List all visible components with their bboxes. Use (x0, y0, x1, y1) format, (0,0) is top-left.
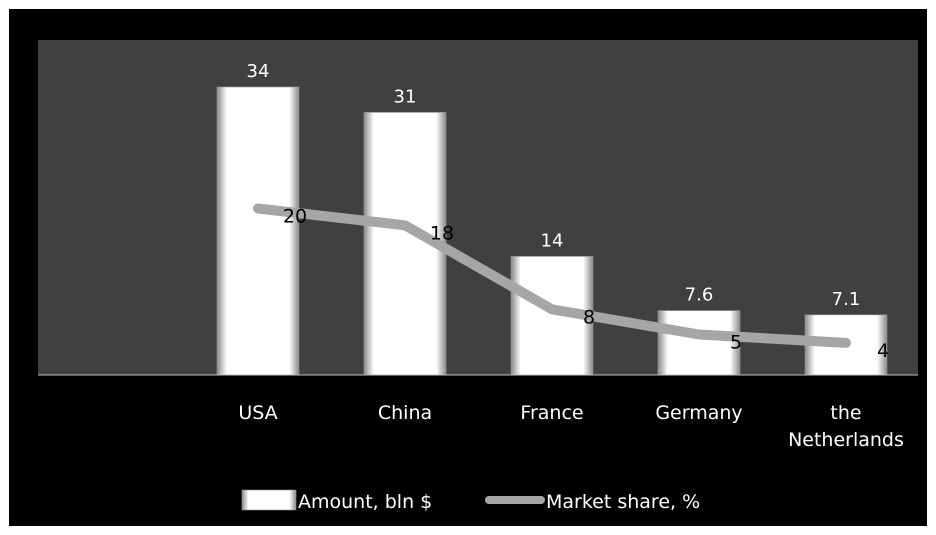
bar-value-label-usa: 34 (247, 61, 270, 82)
legend-label-market-share: Market share, % (546, 491, 700, 513)
plot-area (38, 40, 918, 375)
line-value-label-germany: 5 (730, 332, 742, 354)
legend-swatch-amount (241, 489, 297, 511)
bar-value-label-france: 14 (541, 230, 564, 251)
line-value-label-france: 8 (583, 306, 595, 328)
x-tick-label-usa: USA (238, 402, 277, 424)
bar-germany (657, 310, 741, 376)
x-tick-label-france: France (520, 402, 583, 424)
line-value-label-china: 18 (430, 222, 454, 244)
bar-value-label-china: 31 (394, 86, 417, 107)
x-tick-label-the-netherlands-1: the (830, 402, 861, 424)
x-tick-label-germany: Germany (655, 402, 742, 424)
bar-value-label-the-netherlands: 7.1 (832, 289, 861, 310)
x-tick-label-china: China (378, 402, 432, 424)
bar-value-label-germany: 7.6 (685, 285, 714, 306)
line-value-label-usa: 20 (283, 206, 307, 228)
legend-label-amount: Amount, bln $ (298, 491, 432, 513)
line-market-share (253, 203, 851, 348)
x-tick-label-the-netherlands-2: Netherlands (788, 429, 904, 451)
line-value-label-the-netherlands: 4 (877, 340, 889, 362)
bar-usa (216, 86, 300, 376)
